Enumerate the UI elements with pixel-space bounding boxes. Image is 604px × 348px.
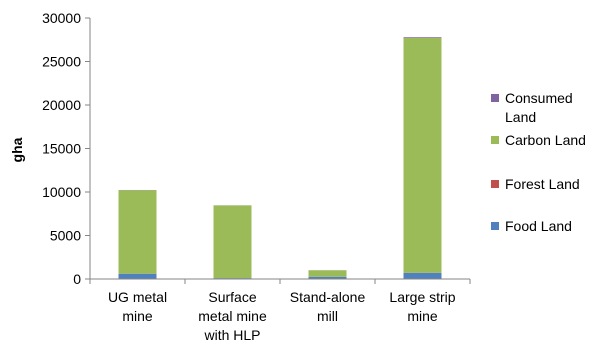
bar-segment-consumed-land: [403, 37, 442, 38]
category-label: with HLP: [203, 327, 260, 343]
bars-group: [118, 37, 442, 279]
category-label: Large strip: [389, 289, 455, 305]
category-label: UG metal: [108, 289, 167, 305]
bar-segment-carbon-land: [213, 205, 252, 279]
category-label: Stand-alone: [290, 289, 366, 305]
y-tick-label: 30000: [42, 10, 81, 26]
bar-segment-food-land: [118, 273, 157, 279]
legend: Consumed Land Carbon Land Forest Land Food L…: [491, 90, 586, 234]
category-label: Surface: [208, 289, 256, 305]
legend-swatch-forest-land: [491, 180, 499, 188]
legend-label-consumed-land: Land: [505, 109, 536, 125]
bar-segment-carbon-land: [308, 270, 347, 277]
legend-swatch-food-land: [491, 222, 499, 230]
y-tick-label: 20000: [42, 97, 81, 113]
legend-label-consumed-land: Consumed: [505, 90, 573, 106]
x-axis: UG metal mine Surface metal mine with HLP Sta…: [89, 278, 471, 343]
legend-label-carbon-land: Carbon Land: [505, 132, 586, 148]
y-tick-label: 25000: [42, 54, 81, 70]
category-label: mill: [317, 308, 338, 324]
y-tick-label: 15000: [42, 141, 81, 157]
bar-segment-carbon-land: [118, 190, 157, 274]
category-label: metal mine: [198, 308, 267, 324]
legend-label-food-land: Food Land: [505, 218, 572, 234]
legend-swatch-carbon-land: [491, 136, 499, 144]
category-label: mine: [122, 308, 153, 324]
bar-segment-food-land: [403, 272, 442, 279]
y-axis: 0 5000 10000 15000 20000 25000 30000: [42, 10, 91, 287]
bar-segment-food-land: [308, 276, 347, 279]
y-axis-title: gha: [9, 137, 25, 162]
category-label: mine: [407, 308, 438, 324]
y-tick-label: 0: [73, 271, 81, 287]
legend-swatch-consumed-land: [491, 94, 499, 102]
y-tick-label: 5000: [50, 228, 81, 244]
y-tick-label: 10000: [42, 184, 81, 200]
bar-segment-carbon-land: [403, 37, 442, 273]
legend-label-forest-land: Forest Land: [505, 176, 580, 192]
